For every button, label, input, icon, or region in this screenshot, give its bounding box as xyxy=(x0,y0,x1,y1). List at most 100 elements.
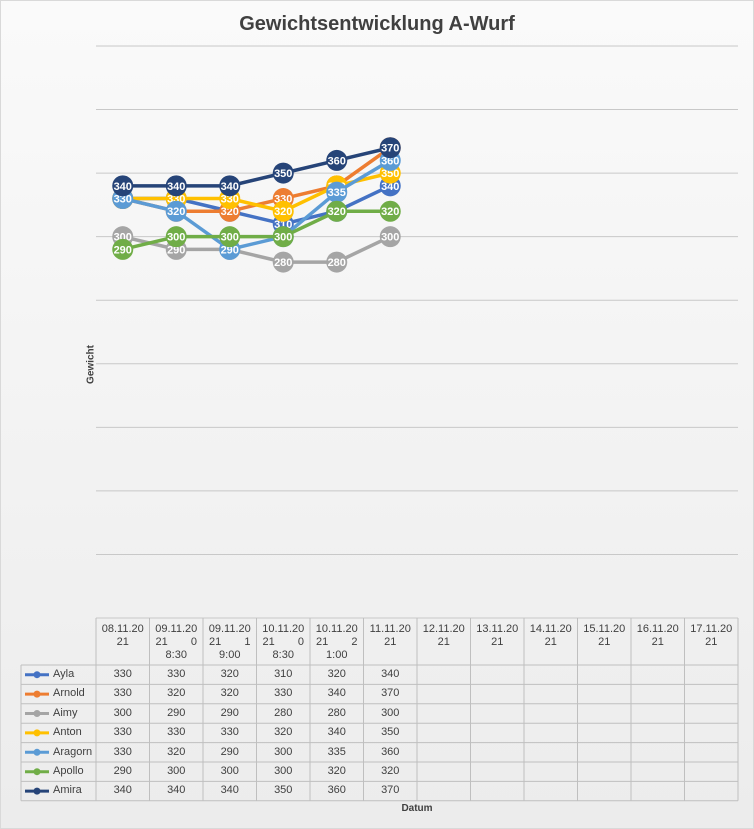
data-point xyxy=(165,200,187,222)
table-value: 320 xyxy=(167,745,186,758)
table-value: 340 xyxy=(381,668,400,680)
data-point xyxy=(379,226,401,248)
data-label: 340 xyxy=(114,181,132,193)
data-point xyxy=(165,226,187,248)
data-label: 300 xyxy=(167,232,185,244)
legend-label: Amira xyxy=(53,784,82,797)
x-axis-label: Datum xyxy=(401,803,433,814)
table-value: 330 xyxy=(113,726,132,739)
category-label: 13.11.2021 xyxy=(476,623,519,648)
table-value: 290 xyxy=(113,765,132,777)
table-value: 340 xyxy=(220,784,239,797)
table-value: 330 xyxy=(274,687,293,700)
data-point xyxy=(272,162,294,184)
table-value: 340 xyxy=(113,784,132,797)
data-label: 320 xyxy=(328,206,346,218)
legend-marker xyxy=(33,748,41,756)
table-value: 300 xyxy=(381,706,400,719)
data-label: 280 xyxy=(274,257,292,269)
data-label: 340 xyxy=(221,181,239,193)
data-point xyxy=(379,137,401,159)
table-value: 340 xyxy=(327,687,346,700)
table-value: 320 xyxy=(274,726,293,739)
category-label: 11.11.2021 xyxy=(369,623,411,648)
table-value: 360 xyxy=(381,745,400,758)
table-value: 330 xyxy=(220,726,239,739)
data-label: 320 xyxy=(381,206,399,218)
data-point xyxy=(326,200,348,222)
legend-marker xyxy=(33,671,41,679)
table-value: 290 xyxy=(167,706,186,719)
table-value: 330 xyxy=(113,687,132,700)
data-label: 280 xyxy=(328,257,346,269)
data-label: 300 xyxy=(381,232,399,244)
table-value: 360 xyxy=(327,784,346,797)
legend-marker xyxy=(33,787,41,795)
table-value: 330 xyxy=(113,668,132,680)
data-label: 290 xyxy=(221,244,239,256)
data-point xyxy=(219,226,241,248)
data-point xyxy=(112,238,134,260)
legend-marker xyxy=(33,690,41,698)
data-point xyxy=(165,175,187,197)
legend-label: Ayla xyxy=(53,668,75,680)
table-value: 330 xyxy=(113,745,132,758)
data-point xyxy=(272,251,294,273)
data-label: 300 xyxy=(274,232,292,244)
data-label: 320 xyxy=(274,206,292,218)
data-point xyxy=(272,200,294,222)
table-value: 280 xyxy=(327,706,346,719)
category-label: 10.11.2021 08:30 xyxy=(262,623,305,661)
series-line xyxy=(122,145,391,188)
table-value: 340 xyxy=(167,784,186,797)
y-axis-label: Gewicht xyxy=(85,345,97,384)
data-point xyxy=(326,149,348,171)
legend-marker xyxy=(33,729,41,737)
data-label: 330 xyxy=(114,194,132,206)
data-point xyxy=(326,181,348,203)
data-label: 290 xyxy=(114,244,132,256)
data-label: 360 xyxy=(381,155,399,167)
legend-marker xyxy=(33,710,41,717)
table-value: 370 xyxy=(381,687,400,700)
table-value: 300 xyxy=(167,765,186,777)
data-point xyxy=(112,175,134,197)
legend-label: Anton xyxy=(53,726,82,739)
category-label: 10.11.2021 21:00 xyxy=(315,623,358,661)
table-value: 290 xyxy=(220,706,239,719)
category-label: 16.11.2021 xyxy=(636,623,679,648)
table-value: 300 xyxy=(220,765,239,777)
data-label: 370 xyxy=(381,143,399,155)
category-label: 12.11.2021 xyxy=(422,623,465,648)
data-label: 340 xyxy=(167,181,185,193)
data-label: 335 xyxy=(328,187,346,199)
data-label: 350 xyxy=(274,168,292,180)
legend-label: Apollo xyxy=(53,765,84,777)
legend-label: Aimy xyxy=(53,706,78,719)
data-label: 300 xyxy=(221,232,239,244)
category-label: 14.11.2021 xyxy=(529,623,572,648)
table-value: 330 xyxy=(167,668,186,680)
table-value: 350 xyxy=(274,784,293,797)
legend-label: Arnold xyxy=(53,687,85,700)
table-value: 290 xyxy=(220,745,239,758)
table-value: 320 xyxy=(220,668,239,680)
table-value: 320 xyxy=(327,668,346,680)
category-label: 09.11.2021 19:00 xyxy=(208,623,251,661)
data-point xyxy=(272,226,294,248)
table-value: 370 xyxy=(381,784,400,797)
data-point xyxy=(379,200,401,222)
data-label: 290 xyxy=(167,244,185,256)
data-point xyxy=(219,175,241,197)
legend-label: Aragorn xyxy=(53,745,93,758)
data-label: 350 xyxy=(381,168,399,180)
data-label: 330 xyxy=(221,194,239,206)
data-point xyxy=(326,251,348,273)
data-label: 320 xyxy=(167,206,185,218)
table-value: 340 xyxy=(327,726,346,739)
table-value: 320 xyxy=(167,687,186,700)
chart-title: Gewichtsentwicklung A-Wurf xyxy=(239,13,515,35)
category-label: 08.11.2021 xyxy=(101,623,144,648)
